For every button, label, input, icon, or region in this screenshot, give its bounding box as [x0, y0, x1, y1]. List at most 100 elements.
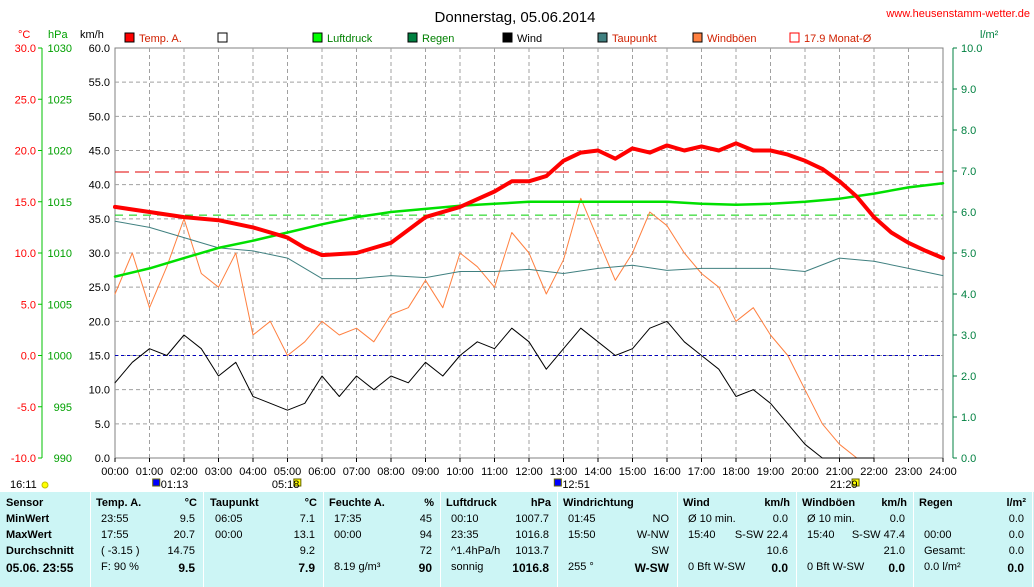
cell-label: Ø 10 min.: [807, 513, 855, 525]
cell-value: 45: [419, 513, 432, 525]
time-markers: 16:11 01:13 05:18 12:51 21:29: [10, 478, 860, 491]
rain-tick: 5.0: [961, 248, 976, 260]
row-label-now: 05.06. 23:55: [6, 561, 74, 575]
cell-value: SW: [651, 545, 669, 557]
legend-label: Luftdruck: [327, 33, 373, 45]
wind-tick: 25.0: [89, 282, 110, 294]
cell-value: S-SW 22.4: [734, 529, 788, 541]
wind-tick: 15.0: [89, 351, 110, 363]
x-tick: 14:00: [584, 466, 612, 478]
cell-value: 10.6: [766, 545, 788, 557]
col-unit: km/h: [764, 497, 790, 509]
temp-tick: 0.0: [21, 351, 36, 363]
pressure-tick: 990: [54, 453, 72, 465]
x-tick: 06:00: [308, 466, 336, 478]
cell-value: 7.9: [298, 561, 315, 575]
col-unit: °C: [184, 497, 197, 509]
cell-label: 0.0 l/m²: [924, 561, 961, 573]
cell-value: 13.1: [293, 529, 315, 541]
cell-label: Gesamt:: [924, 545, 966, 557]
cell-value: 1007.7: [515, 513, 549, 525]
wind-tick: 5.0: [95, 419, 110, 431]
series-temp-a: [113, 141, 945, 261]
cell-label: 255 °: [568, 561, 594, 573]
x-tick: 02:00: [170, 466, 198, 478]
col-unit: %: [424, 497, 434, 509]
row-label-min: MinWert: [6, 513, 50, 525]
col-title: Windrichtung: [563, 497, 634, 509]
cell-value: 0.0: [772, 513, 788, 525]
legend-label: Regen: [422, 33, 454, 45]
rain-tick: 6.0: [961, 207, 976, 219]
series-luftdruck: [113, 182, 945, 278]
col-title: Wind: [683, 497, 710, 509]
cell-label: 17:55: [101, 529, 129, 541]
marker-m1-time: 01:13: [161, 479, 189, 491]
col-unit: l/m²: [1006, 497, 1026, 509]
wind-tick: 60.0: [89, 43, 110, 55]
site-link[interactable]: www.heusenstamm-wetter.de: [885, 8, 1030, 20]
cell-value: 9.5: [178, 561, 195, 575]
marker-m2-time: 05:18: [272, 479, 300, 491]
cell-value: 0.0: [1007, 561, 1024, 575]
table-col-regen: Regen l/m² 0.0 00:00 0.0 Gesamt: 0.0 0.0 l/m² 0.…: [914, 492, 1033, 587]
x-tick: 21:00: [826, 466, 854, 478]
rain-tick: 2.0: [961, 371, 976, 383]
pressure-tick: 1025: [48, 94, 72, 106]
cell-value: NO: [652, 513, 670, 525]
unit-kmh: km/h: [80, 29, 104, 41]
pressure-tick: 1020: [48, 146, 72, 158]
x-tick: 13:00: [550, 466, 578, 478]
cell-value: 1016.8: [515, 529, 549, 541]
cell-label: 17:35: [334, 513, 362, 525]
unit-hpa: hPa: [48, 29, 68, 41]
cell-label: 15:40: [807, 529, 835, 541]
cell-label: Ø 10 min.: [688, 513, 736, 525]
col-title: Feuchte A.: [329, 497, 385, 509]
col-title: Taupunkt: [210, 497, 259, 509]
x-tick: 07:00: [343, 466, 371, 478]
cell-label: ( -3.15 ): [101, 545, 140, 557]
x-tick: 18:00: [722, 466, 750, 478]
temp-tick: 15.0: [15, 197, 36, 209]
pressure-tick: 995: [54, 402, 72, 414]
cell-label: 00:10: [451, 513, 479, 525]
cell-value: 14.75: [167, 545, 195, 557]
x-tick: 12:00: [515, 466, 543, 478]
wind-tick: 40.0: [89, 180, 110, 192]
cell-label: F: 90 %: [101, 561, 139, 573]
cell-label: 01:45: [568, 513, 596, 525]
cell-value: 1013.7: [515, 545, 549, 557]
cell-label: 00:00: [215, 529, 243, 541]
x-tick: 22:00: [860, 466, 888, 478]
series-wind: [114, 320, 875, 459]
cell-value: 1016.8: [512, 561, 549, 575]
rain-tick: 10.0: [961, 43, 982, 55]
legend-label: Windböen: [707, 33, 757, 45]
cell-label: 23:55: [101, 513, 129, 525]
temp-tick: 5.0: [21, 299, 36, 311]
legend-swatch: [692, 32, 703, 43]
pressure-tick: 1005: [48, 299, 72, 311]
cell-label: ^1.4hPa/h: [451, 545, 501, 557]
rain-tick: 3.0: [961, 330, 976, 342]
table-col-windrichtung: Windrichtung 01:45 NO 15:50 W-NW SW 255 ° W-SW: [558, 492, 678, 587]
table-col-feuchte-a: Feuchte A.% 17:35 45 00:00 94 72 8.19 g/m³ 90: [324, 492, 441, 587]
x-tick: 00:00: [101, 466, 129, 478]
reference-lines: [115, 171, 943, 356]
cell-value: W-NW: [636, 529, 669, 541]
rain-tick: 0.0: [961, 453, 976, 465]
cell-label: 23:35: [451, 529, 479, 541]
cell-value: 0.0: [1008, 513, 1024, 525]
x-tick: 09:00: [412, 466, 440, 478]
x-tick: 16:00: [653, 466, 681, 478]
table-col-luftdruck: Luftdruck hPa 00:10 1007.7 23:35 1016.8 ^1.4hP…: [441, 492, 558, 587]
axes: 30.0 25.0 20.0 15.0 10.0 5.0 0.0 -5.0 -10.0 1030 1…: [11, 43, 983, 478]
table-row-labels: Sensor MinWert MaxWert Durchschnitt 05.06. 2…: [0, 492, 91, 587]
cell-value: 7.1: [299, 513, 315, 525]
series-group: [113, 141, 945, 459]
cell-value: 21.0: [883, 545, 905, 557]
temp-tick: -5.0: [17, 402, 36, 414]
temp-tick: 20.0: [15, 146, 36, 158]
row-label-max: MaxWert: [6, 529, 52, 541]
